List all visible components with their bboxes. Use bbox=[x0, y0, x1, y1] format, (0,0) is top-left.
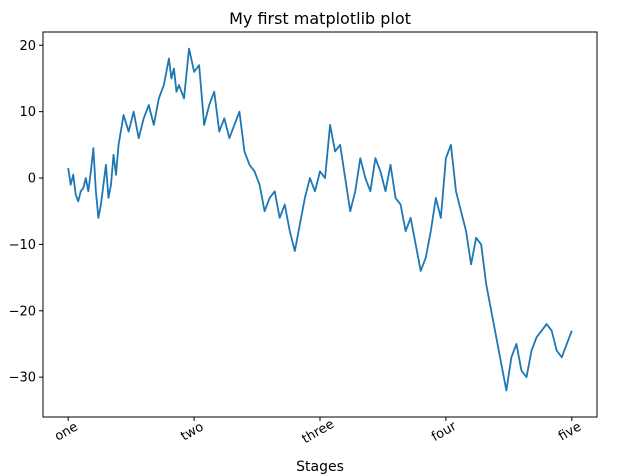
x-tick-label: three bbox=[300, 417, 337, 447]
y-tick-label: 0 bbox=[28, 172, 36, 187]
x-axis-label: Stages bbox=[296, 459, 344, 474]
series-line bbox=[67, 47, 573, 392]
axes-frame bbox=[42, 31, 598, 418]
y-tick-label: 20 bbox=[19, 39, 36, 54]
x-axis: one two three four five bbox=[52, 417, 584, 447]
x-tick-label: five bbox=[556, 420, 584, 445]
chart-title: My first matplotlib plot bbox=[229, 9, 411, 28]
x-tick-label: one bbox=[52, 419, 80, 444]
y-tick-label: −30 bbox=[9, 371, 36, 386]
y-tick-label: −10 bbox=[9, 238, 36, 253]
y-axis: 20 10 0 −10 −20 −30 bbox=[9, 39, 43, 386]
y-tick-label: −20 bbox=[9, 304, 36, 319]
x-tick-label: two bbox=[178, 420, 206, 445]
y-tick-label: 10 bbox=[19, 105, 36, 120]
plot-area bbox=[67, 47, 573, 392]
x-tick-label: four bbox=[429, 419, 460, 445]
